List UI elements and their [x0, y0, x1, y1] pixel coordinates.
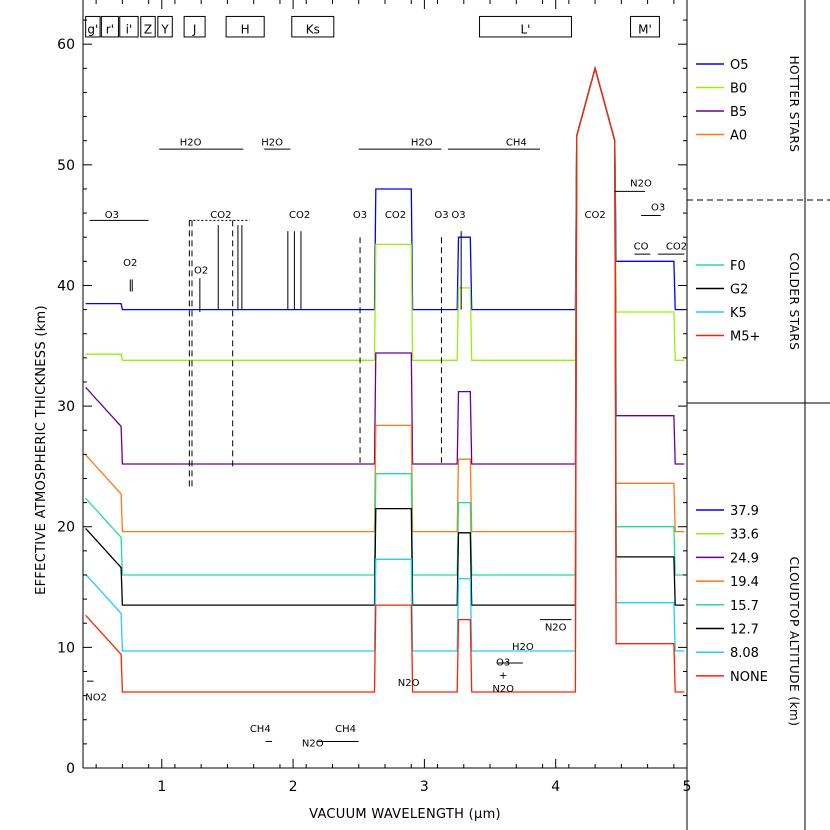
filter-box	[479, 15, 572, 38]
series-line	[85, 65, 685, 693]
filter-label: g'	[87, 22, 98, 36]
y-tick-label: 10	[57, 640, 75, 656]
filter-label: Ks	[306, 22, 320, 36]
legend-label: 15.7	[730, 599, 759, 614]
molecule-label: N2O	[492, 684, 514, 695]
legend-label: A0	[730, 129, 747, 144]
legend-group-title: COLDER STARS	[787, 253, 801, 351]
molecule-label: CH4	[335, 724, 356, 735]
molecule-label: +	[499, 671, 507, 682]
molecule-label: CO2	[666, 241, 687, 252]
molecule-label: CO2	[210, 210, 231, 221]
filter-label: L'	[521, 22, 531, 36]
legend-label: F0	[730, 259, 746, 274]
molecule-label: O3	[496, 657, 510, 668]
legend-label: O5	[730, 58, 749, 73]
molecule-label: CO2	[385, 210, 406, 221]
legend-label: B5	[730, 105, 747, 120]
molecule-label: CH4	[250, 724, 271, 735]
filter-label: Y	[160, 22, 169, 36]
filter-box	[100, 15, 119, 38]
legend-label: 33.6	[730, 528, 759, 543]
legend-label: G2	[730, 283, 748, 298]
legend-label: 12.7	[730, 623, 759, 638]
x-tick-label: 3	[420, 779, 429, 795]
molecule-label: CH4	[506, 138, 527, 149]
x-tick-label: 1	[157, 779, 166, 795]
filter-label: r'	[106, 22, 114, 36]
filter-box	[85, 15, 101, 38]
y-tick-label: 60	[57, 37, 75, 53]
filter-label: J	[192, 22, 197, 36]
filter-label: i'	[126, 22, 133, 36]
legend-label: 8.08	[730, 646, 759, 661]
y-tick-label: 0	[66, 761, 75, 777]
filter-label: M'	[638, 22, 652, 36]
molecule-label: O3	[105, 210, 119, 221]
filter-label: H	[241, 22, 250, 36]
molecule-label: H2O	[261, 138, 283, 149]
x-tick-label: 4	[551, 779, 560, 795]
molecule-label: O3	[651, 203, 665, 214]
legend-label: B0	[730, 82, 747, 97]
molecule-label: CO2	[584, 210, 605, 221]
molecule-label: O2	[194, 265, 208, 276]
molecule-label: H2O	[512, 642, 534, 653]
molecule-label: CO2	[289, 210, 310, 221]
molecule-label: O3	[451, 210, 465, 221]
filter-label: Z	[144, 22, 152, 36]
molecule-label: O3	[434, 210, 448, 221]
filter-box	[291, 15, 335, 38]
legend-label: K5	[730, 306, 747, 321]
molecule-label: O3	[353, 210, 367, 221]
molecule-label: N2O	[302, 738, 324, 749]
legend-group-title: HOTTER STARS	[787, 56, 801, 153]
legend-label: 24.9	[730, 551, 759, 566]
molecule-label: O2	[123, 258, 137, 269]
filter-box	[140, 15, 156, 38]
axes: 0 10 20 30 40 50 60 1 2 3 4 5	[57, 0, 806, 830]
molecule-label: H2O	[411, 138, 433, 149]
filter-box	[119, 15, 139, 38]
molecule-label: CO	[634, 241, 649, 252]
x-tick-label: 5	[683, 779, 692, 795]
legend-label: M5+	[730, 330, 760, 345]
legend-label: 19.4	[730, 575, 759, 590]
y-tick-label: 30	[57, 399, 75, 415]
spectra-lines	[85, 65, 685, 693]
y-axis-title: EFFECTIVE ATMOSPHERIC THICKNESS (km)	[34, 305, 49, 595]
y-tick-label: 50	[57, 158, 75, 174]
filter-box	[630, 15, 660, 38]
molecule-label: N2O	[398, 678, 420, 689]
molecule-label: H2O	[180, 138, 202, 149]
filter-box	[183, 15, 206, 38]
legend-label: 37.9	[730, 504, 759, 519]
legend-group-title: CLOUDTOP ALTITUDE (km)	[787, 557, 801, 727]
molecule-label: NO2	[85, 692, 107, 703]
molecule-label: N2O	[545, 622, 567, 633]
legend-label: NONE	[730, 670, 768, 685]
x-tick-label: 2	[289, 779, 298, 795]
filter-box	[157, 15, 173, 38]
y-tick-label: 40	[57, 278, 75, 294]
x-axis-title: VACUUM WAVELENGTH (μm)	[309, 807, 501, 822]
legend-panel: HOTTER STARS COLDER STARS CLOUDTOP ALTITUD…	[687, 56, 830, 727]
y-tick-label: 20	[57, 520, 75, 536]
filter-box	[225, 15, 265, 38]
molecule-label: N2O	[630, 179, 652, 190]
